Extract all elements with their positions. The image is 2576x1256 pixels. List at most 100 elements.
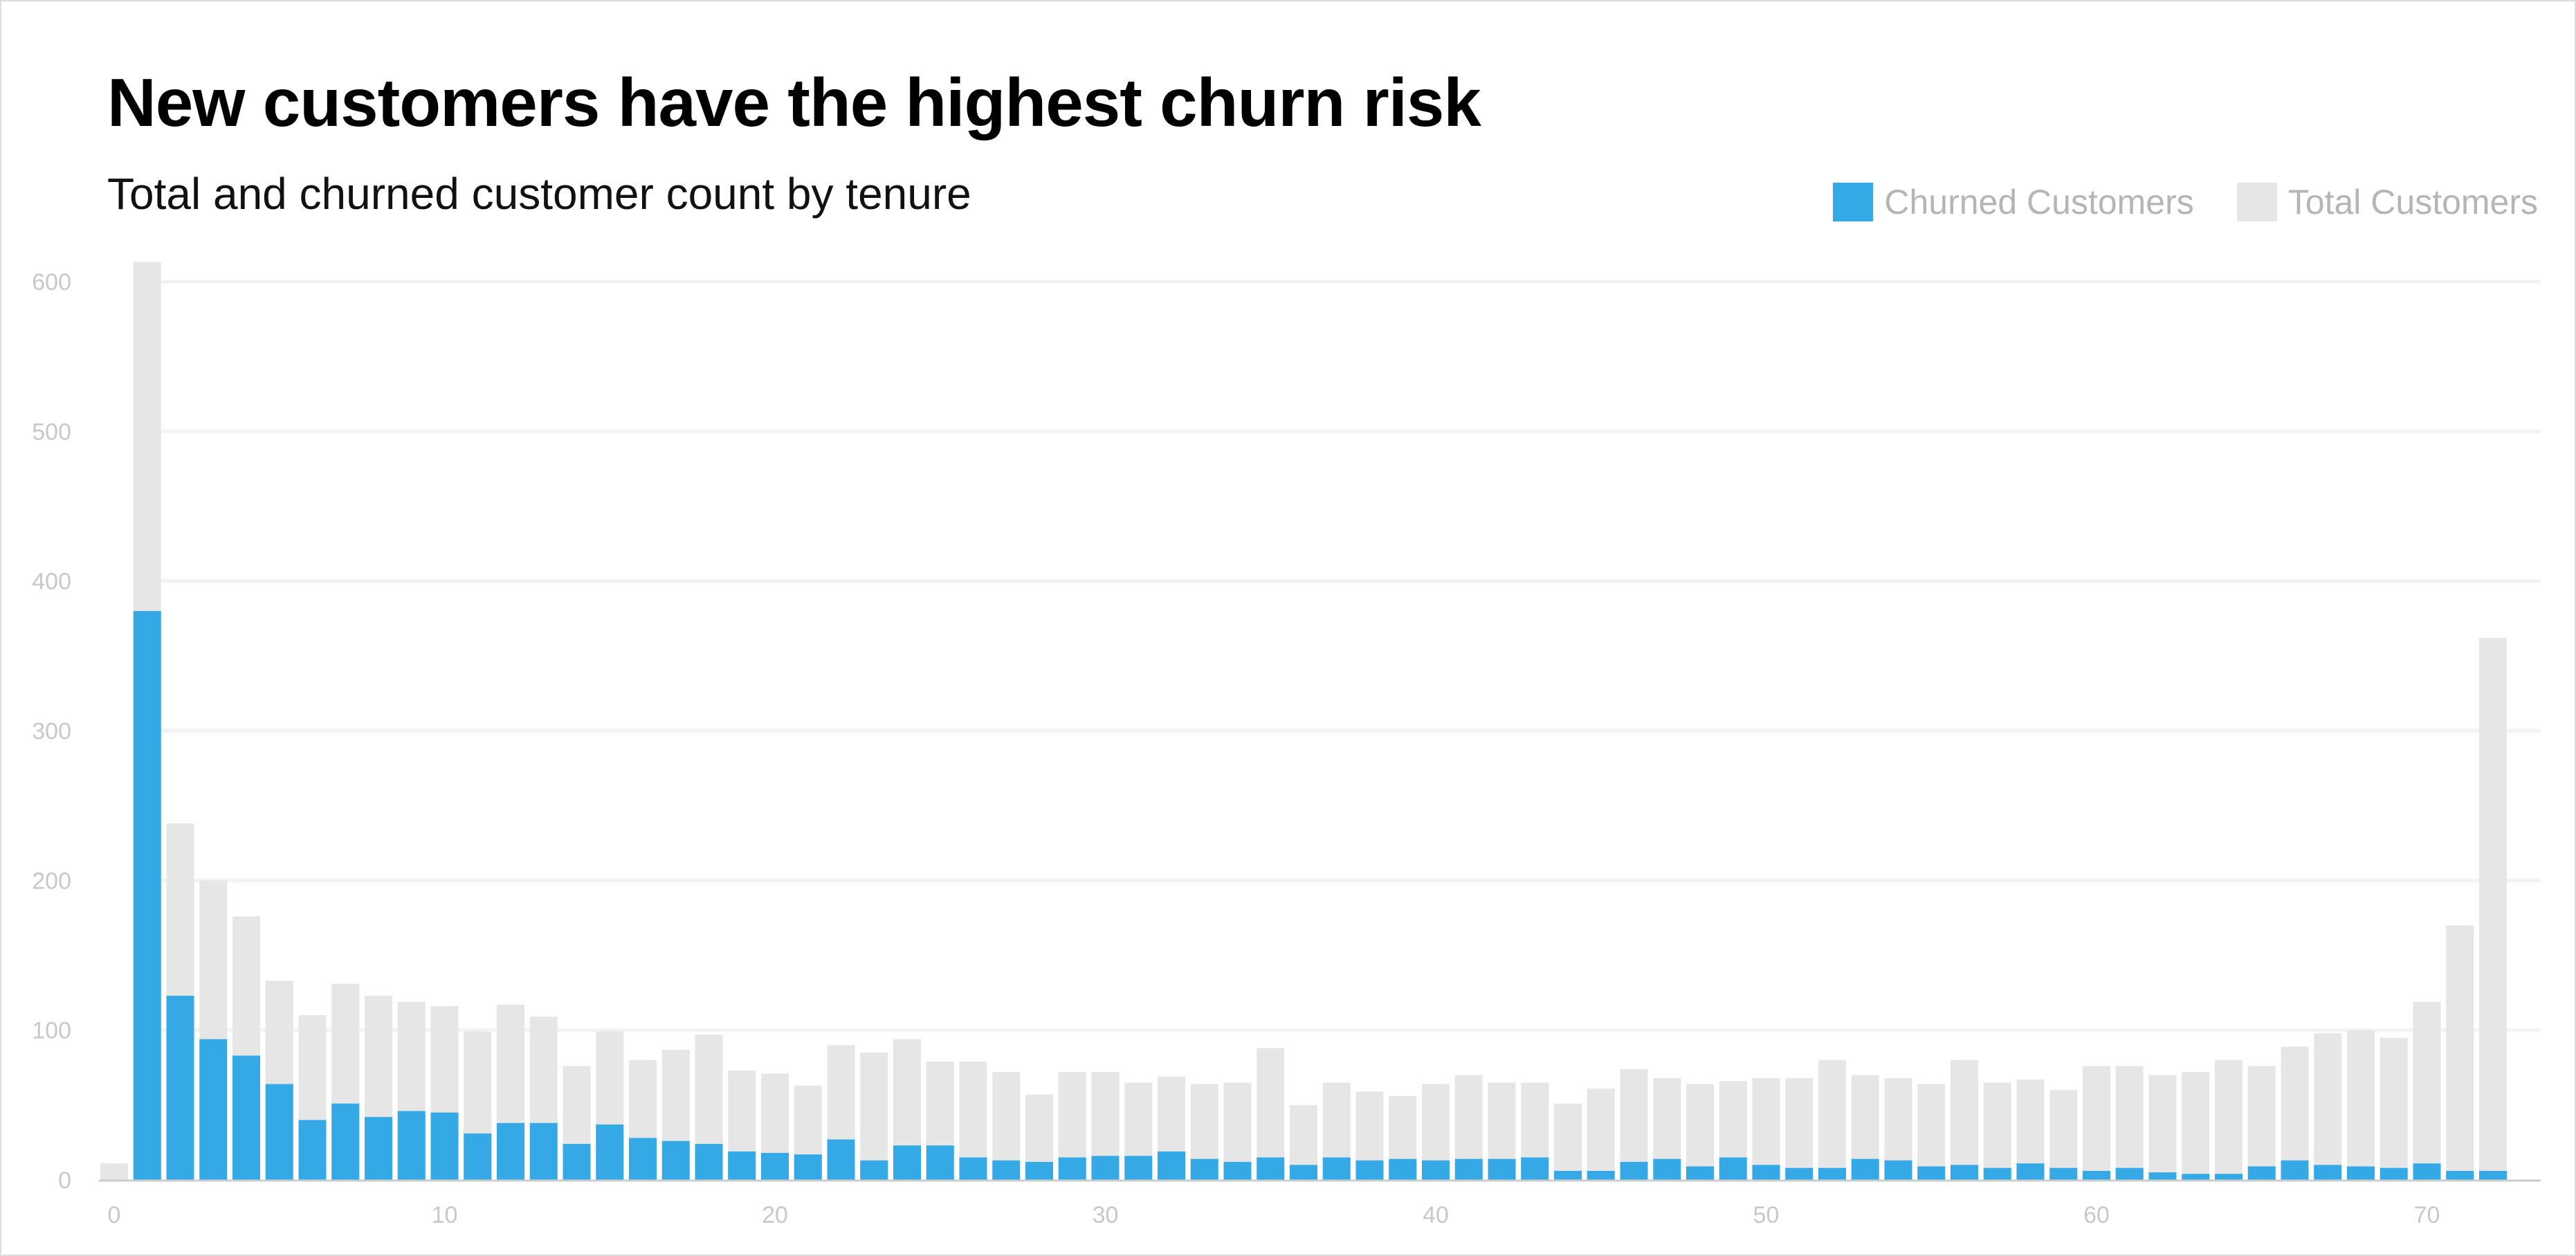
bar-churned-25[interactable] [926,1145,954,1180]
bar-churned-31[interactable] [1124,1156,1153,1180]
bar-total-50[interactable] [1752,1077,1780,1180]
bar-total-46[interactable] [1620,1068,1648,1180]
bar-churned-34[interactable] [1223,1162,1252,1180]
bar-churned-68[interactable] [2347,1166,2375,1180]
bar-churned-16[interactable] [629,1138,657,1180]
bar-churned-13[interactable] [529,1122,558,1180]
bar-churned-7[interactable] [331,1103,360,1180]
bar-churned-15[interactable] [596,1124,624,1180]
bar-total-44[interactable] [1554,1103,1582,1180]
bar-churned-39[interactable] [1389,1158,1417,1180]
bar-total-58[interactable] [2016,1080,2045,1180]
bar-total-52[interactable] [1818,1059,1846,1180]
bar-churned-28[interactable] [1025,1162,1053,1180]
bar-churned-17[interactable] [661,1140,690,1180]
bar-churned-70[interactable] [2413,1163,2441,1180]
bar-churned-56[interactable] [1951,1165,1978,1180]
bar-churned-4[interactable] [232,1055,260,1180]
bar-churned-20[interactable] [761,1153,789,1180]
bar-total-23[interactable] [860,1053,888,1180]
bar-churned-2[interactable] [166,995,194,1180]
bar-churned-53[interactable] [1851,1158,1879,1180]
bar-churned-54[interactable] [1884,1160,1912,1180]
bar-total-45[interactable] [1587,1089,1615,1180]
bar-total-61[interactable] [2115,1066,2144,1180]
bar-total-68[interactable] [2347,1030,2375,1180]
bar-churned-38[interactable] [1355,1160,1384,1180]
bar-churned-3[interactable] [199,1039,228,1180]
bar-churned-18[interactable] [695,1144,723,1180]
bar-total-51[interactable] [1785,1077,1814,1180]
bar-churned-22[interactable] [827,1139,855,1180]
bar-churned-1[interactable] [133,610,161,1180]
bar-churned-35[interactable] [1257,1157,1285,1180]
bar-total-56[interactable] [1951,1059,1978,1180]
bar-churned-23[interactable] [860,1160,888,1180]
bar-churned-71[interactable] [2446,1171,2474,1180]
bar-total-66[interactable] [2281,1046,2309,1180]
bar-churned-49[interactable] [1719,1157,1747,1180]
bar-churned-64[interactable] [2215,1174,2242,1180]
bar-total-63[interactable] [2182,1072,2210,1180]
bar-churned-63[interactable] [2182,1174,2210,1180]
bar-churned-42[interactable] [1488,1158,1516,1180]
bar-churned-51[interactable] [1785,1167,1814,1180]
bar-churned-45[interactable] [1587,1171,1615,1180]
bar-churned-69[interactable] [2379,1167,2408,1180]
bar-churned-48[interactable] [1686,1166,1714,1180]
bar-total-60[interactable] [2083,1066,2110,1180]
bar-churned-9[interactable] [397,1111,426,1180]
bar-total-0[interactable] [100,1163,128,1180]
bar-churned-44[interactable] [1554,1171,1582,1180]
bar-churned-12[interactable] [497,1122,524,1180]
bar-total-55[interactable] [1917,1084,1946,1180]
bar-churned-65[interactable] [2247,1166,2276,1180]
bar-churned-21[interactable] [794,1154,822,1180]
bar-churned-47[interactable] [1653,1158,1681,1180]
bar-churned-14[interactable] [563,1144,591,1180]
bar-churned-57[interactable] [1983,1167,2011,1180]
bar-total-62[interactable] [2148,1075,2177,1180]
bar-churned-11[interactable] [464,1133,492,1180]
bar-churned-26[interactable] [959,1157,987,1180]
bar-churned-37[interactable] [1322,1157,1351,1180]
bar-churned-30[interactable] [1091,1156,1120,1180]
bar-churned-58[interactable] [2016,1163,2045,1180]
bar-total-59[interactable] [2049,1090,2078,1180]
bar-total-48[interactable] [1686,1084,1714,1180]
bar-total-72[interactable] [2479,637,2507,1180]
bar-churned-52[interactable] [1818,1167,1846,1180]
bar-churned-66[interactable] [2281,1160,2309,1180]
bar-churned-33[interactable] [1190,1158,1218,1180]
bar-churned-41[interactable] [1454,1158,1483,1180]
bar-churned-60[interactable] [2083,1171,2110,1180]
bar-churned-59[interactable] [2049,1167,2078,1180]
bar-churned-6[interactable] [298,1120,327,1180]
bar-churned-27[interactable] [992,1160,1021,1180]
bar-churned-29[interactable] [1058,1157,1086,1180]
bar-total-71[interactable] [2446,925,2474,1180]
bar-churned-32[interactable] [1158,1151,1185,1180]
bar-churned-61[interactable] [2115,1167,2144,1180]
bar-churned-8[interactable] [365,1117,392,1180]
bar-churned-55[interactable] [1917,1166,1946,1180]
bar-total-70[interactable] [2413,1001,2441,1180]
bar-churned-10[interactable] [430,1112,459,1180]
legend-item-churned[interactable]: Churned Customers [1833,182,2194,222]
bar-total-57[interactable] [1983,1082,2011,1180]
bar-total-64[interactable] [2215,1059,2242,1180]
bar-total-67[interactable] [2314,1032,2342,1180]
bar-churned-46[interactable] [1620,1162,1648,1180]
bar-churned-62[interactable] [2148,1172,2177,1180]
bar-churned-72[interactable] [2479,1171,2507,1180]
bar-churned-40[interactable] [1422,1160,1450,1180]
bar-churned-43[interactable] [1521,1157,1549,1180]
bar-churned-36[interactable] [1290,1165,1317,1180]
bar-churned-67[interactable] [2314,1165,2342,1180]
legend-item-total[interactable]: Total Customers [2236,182,2538,222]
bar-churned-24[interactable] [893,1145,921,1180]
bar-churned-19[interactable] [728,1151,756,1180]
bar-total-69[interactable] [2379,1037,2408,1180]
bar-total-65[interactable] [2247,1066,2276,1180]
bar-churned-5[interactable] [265,1084,293,1180]
